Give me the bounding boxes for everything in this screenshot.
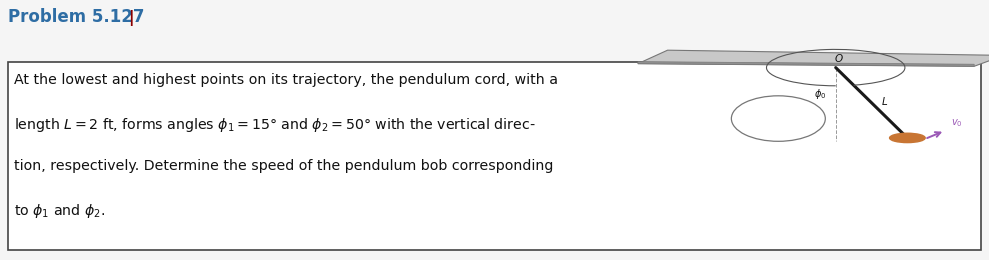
Text: tion, respectively. Determine the speed of the pendulum bob corresponding: tion, respectively. Determine the speed … (14, 159, 553, 173)
Text: Problem 5.127: Problem 5.127 (8, 8, 144, 26)
Text: $O$: $O$ (834, 53, 844, 64)
Text: |: | (129, 10, 135, 27)
Text: to $\phi_1$ and $\phi_2$.: to $\phi_1$ and $\phi_2$. (14, 202, 105, 219)
Text: $L$: $L$ (881, 95, 888, 107)
Circle shape (889, 133, 925, 142)
Text: $v_0$: $v_0$ (950, 118, 962, 129)
Text: $\phi_0$: $\phi_0$ (814, 87, 826, 101)
Text: At the lowest and highest points on its trajectory, the pendulum cord, with a: At the lowest and highest points on its … (14, 73, 558, 87)
Polygon shape (638, 62, 974, 66)
Text: length $L = 2$ ft, forms angles $\phi_1 = 15°$ and $\phi_2 = 50°$ with the verti: length $L = 2$ ft, forms angles $\phi_1 … (14, 116, 535, 134)
Polygon shape (638, 50, 989, 66)
FancyBboxPatch shape (8, 62, 981, 250)
